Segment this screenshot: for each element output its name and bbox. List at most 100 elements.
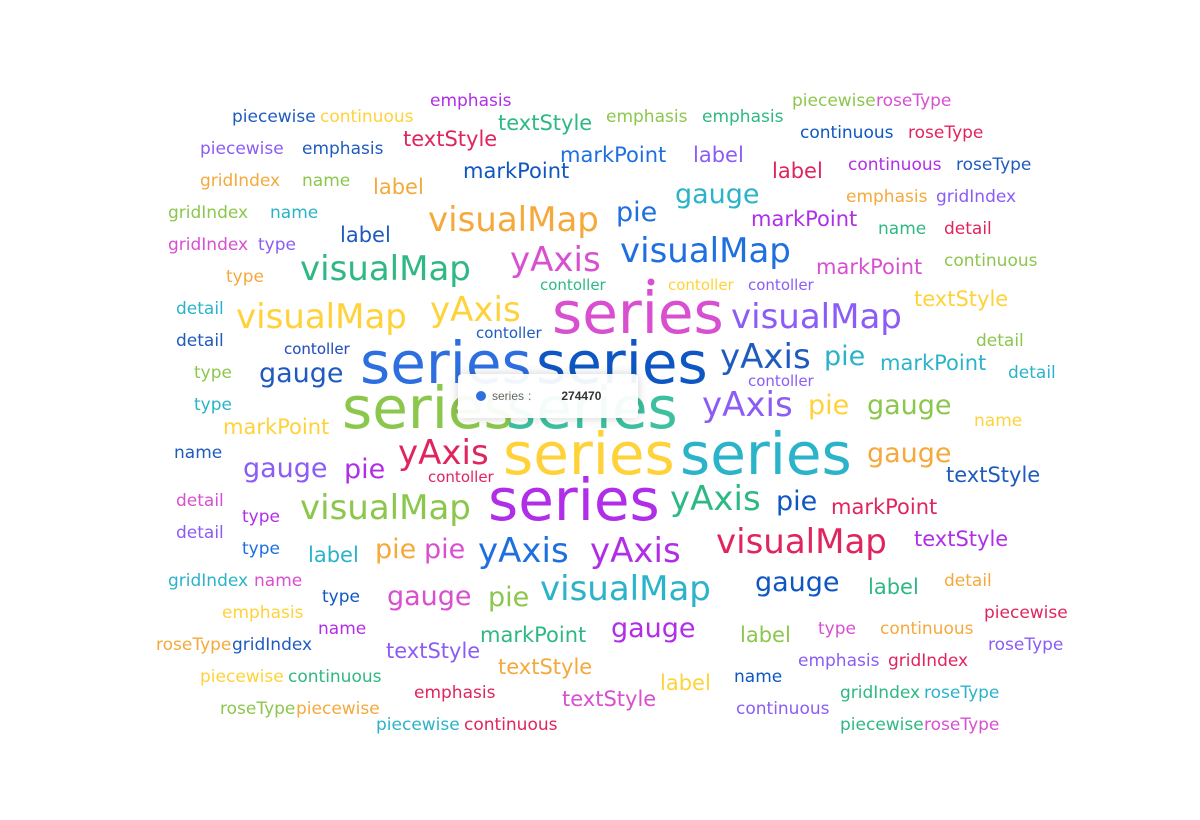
- word-emphasis-66[interactable]: emphasis: [702, 107, 784, 127]
- word-piecewise-75[interactable]: piecewise: [984, 603, 1068, 623]
- word-continuous-80[interactable]: continuous: [320, 107, 414, 127]
- word-markpoint-45[interactable]: markPoint: [223, 415, 329, 439]
- word-rosetype-94[interactable]: roseType: [924, 683, 999, 703]
- word-gauge-32[interactable]: gauge: [675, 179, 760, 210]
- word-textstyle-62[interactable]: textStyle: [498, 655, 592, 679]
- word-detail-123[interactable]: detail: [976, 331, 1024, 351]
- word-pie-29[interactable]: pie: [375, 534, 416, 565]
- word-name-107[interactable]: name: [974, 411, 1022, 431]
- word-series-5[interactable]: series: [680, 420, 852, 488]
- word-name-105[interactable]: name: [270, 203, 318, 223]
- word-yaxis-22[interactable]: yAxis: [478, 531, 569, 571]
- word-pie-26[interactable]: pie: [808, 390, 849, 421]
- word-contoller-129[interactable]: contoller: [540, 276, 607, 294]
- word-detail-126[interactable]: detail: [176, 523, 224, 543]
- word-markpoint-41[interactable]: markPoint: [560, 143, 666, 167]
- word-continuous-85[interactable]: continuous: [288, 667, 382, 687]
- word-gauge-37[interactable]: gauge: [387, 581, 472, 612]
- word-piecewise-78[interactable]: piecewise: [376, 715, 460, 735]
- word-visualmap-10[interactable]: visualMap: [236, 297, 407, 337]
- word-series-7[interactable]: series: [552, 279, 724, 347]
- word-type-113[interactable]: type: [226, 267, 264, 287]
- word-emphasis-69[interactable]: emphasis: [222, 603, 304, 623]
- word-detail-127[interactable]: detail: [944, 571, 992, 591]
- word-pie-24[interactable]: pie: [616, 197, 657, 228]
- word-visualmap-13[interactable]: visualMap: [300, 488, 471, 528]
- word-gauge-36[interactable]: gauge: [867, 438, 952, 469]
- word-contoller-132[interactable]: contoller: [748, 372, 815, 390]
- word-textstyle-63[interactable]: textStyle: [562, 687, 656, 711]
- word-label-51[interactable]: label: [340, 223, 391, 247]
- word-type-114[interactable]: type: [194, 363, 232, 383]
- word-name-104[interactable]: name: [302, 171, 350, 191]
- word-textstyle-57[interactable]: textStyle: [498, 111, 592, 135]
- word-pie-30[interactable]: pie: [424, 534, 465, 565]
- word-label-53[interactable]: label: [868, 575, 919, 599]
- word-visualmap-12[interactable]: visualMap: [731, 297, 902, 337]
- word-rosetype-90[interactable]: roseType: [956, 155, 1031, 175]
- word-detail-125[interactable]: detail: [176, 491, 224, 511]
- word-visualmap-14[interactable]: visualMap: [716, 522, 887, 562]
- word-rosetype-89[interactable]: roseType: [908, 123, 983, 143]
- word-markpoint-43[interactable]: markPoint: [816, 255, 922, 279]
- word-gauge-33[interactable]: gauge: [259, 358, 344, 389]
- word-emphasis-67[interactable]: emphasis: [302, 139, 384, 159]
- word-emphasis-70[interactable]: emphasis: [798, 651, 880, 671]
- word-continuous-82[interactable]: continuous: [848, 155, 942, 175]
- word-contoller-135[interactable]: contoller: [428, 468, 495, 486]
- word-type-112[interactable]: type: [258, 235, 296, 255]
- word-pie-28[interactable]: pie: [776, 486, 817, 517]
- word-yaxis-23[interactable]: yAxis: [590, 531, 681, 571]
- word-piecewise-72[interactable]: piecewise: [232, 107, 316, 127]
- word-visualmap-9[interactable]: visualMap: [300, 249, 471, 289]
- word-gauge-35[interactable]: gauge: [243, 453, 328, 484]
- word-contoller-128[interactable]: contoller: [476, 324, 543, 342]
- word-markpoint-42[interactable]: markPoint: [751, 207, 857, 231]
- word-contoller-133[interactable]: contoller: [284, 340, 351, 358]
- word-gauge-34[interactable]: gauge: [867, 390, 952, 421]
- word-continuous-83[interactable]: continuous: [944, 251, 1038, 271]
- word-textstyle-56[interactable]: textStyle: [403, 127, 497, 151]
- word-rosetype-91[interactable]: roseType: [156, 635, 231, 655]
- word-name-109[interactable]: name: [254, 571, 302, 591]
- word-yaxis-16[interactable]: yAxis: [510, 240, 601, 280]
- word-gridindex-101[interactable]: gridIndex: [232, 635, 312, 655]
- word-piecewise-77[interactable]: piecewise: [296, 699, 380, 719]
- word-visualmap-8[interactable]: visualMap: [428, 200, 599, 240]
- word-detail-122[interactable]: detail: [944, 219, 992, 239]
- word-type-119[interactable]: type: [818, 619, 856, 639]
- word-gauge-38[interactable]: gauge: [611, 613, 696, 644]
- word-label-52[interactable]: label: [308, 543, 359, 567]
- word-markpoint-47[interactable]: markPoint: [480, 623, 586, 647]
- word-type-118[interactable]: type: [322, 587, 360, 607]
- word-name-111[interactable]: name: [734, 667, 782, 687]
- word-name-108[interactable]: name: [174, 443, 222, 463]
- word-textstyle-61[interactable]: textStyle: [386, 639, 480, 663]
- word-piecewise-74[interactable]: piecewise: [792, 91, 876, 111]
- word-textstyle-59[interactable]: textStyle: [946, 463, 1040, 487]
- word-rosetype-92[interactable]: roseType: [988, 635, 1063, 655]
- word-contoller-131[interactable]: contoller: [748, 276, 815, 294]
- word-series-6[interactable]: series: [488, 466, 660, 534]
- word-pie-25[interactable]: pie: [824, 341, 865, 372]
- word-gridindex-99[interactable]: gridIndex: [936, 187, 1016, 207]
- word-gauge-39[interactable]: gauge: [755, 567, 840, 598]
- word-type-115[interactable]: type: [194, 395, 232, 415]
- word-series-4[interactable]: series: [503, 420, 675, 488]
- word-continuous-84[interactable]: continuous: [880, 619, 974, 639]
- word-piecewise-79[interactable]: piecewise: [840, 715, 924, 735]
- word-label-50[interactable]: label: [373, 175, 424, 199]
- word-detail-121[interactable]: detail: [176, 331, 224, 351]
- word-textstyle-58[interactable]: textStyle: [914, 287, 1008, 311]
- word-yaxis-19[interactable]: yAxis: [702, 385, 793, 425]
- word-emphasis-64[interactable]: emphasis: [430, 91, 512, 111]
- word-piecewise-73[interactable]: piecewise: [200, 139, 284, 159]
- word-rosetype-93[interactable]: roseType: [220, 699, 295, 719]
- word-label-54[interactable]: label: [740, 623, 791, 647]
- word-detail-124[interactable]: detail: [1008, 363, 1056, 383]
- word-type-117[interactable]: type: [242, 539, 280, 559]
- word-rosetype-88[interactable]: roseType: [876, 91, 951, 111]
- word-gridindex-102[interactable]: gridIndex: [888, 651, 968, 671]
- word-gridindex-100[interactable]: gridIndex: [168, 571, 248, 591]
- word-gridindex-98[interactable]: gridIndex: [168, 235, 248, 255]
